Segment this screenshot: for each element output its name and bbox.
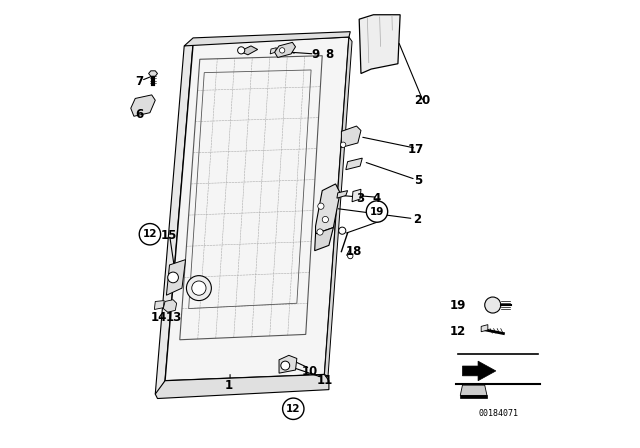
Polygon shape — [166, 260, 186, 295]
Polygon shape — [148, 71, 157, 76]
Text: 12: 12 — [286, 404, 301, 414]
Circle shape — [348, 254, 353, 259]
Circle shape — [283, 398, 304, 419]
Polygon shape — [316, 184, 340, 234]
Polygon shape — [131, 95, 156, 116]
Text: 10: 10 — [302, 365, 318, 378]
Text: 19: 19 — [450, 298, 466, 311]
Polygon shape — [481, 325, 488, 332]
Polygon shape — [154, 301, 164, 310]
Text: 20: 20 — [414, 94, 431, 107]
Polygon shape — [279, 355, 297, 373]
Text: 9: 9 — [312, 48, 319, 61]
Text: 6: 6 — [136, 108, 144, 121]
Circle shape — [317, 229, 323, 235]
Text: 19: 19 — [370, 207, 384, 216]
Circle shape — [140, 224, 161, 245]
Text: 11: 11 — [316, 374, 333, 387]
Polygon shape — [341, 126, 361, 147]
Circle shape — [484, 297, 500, 313]
Text: 2: 2 — [413, 213, 421, 226]
Polygon shape — [463, 361, 496, 381]
Text: 3: 3 — [356, 192, 364, 205]
Text: 00184071: 00184071 — [478, 409, 518, 418]
Polygon shape — [163, 300, 177, 312]
Text: 1: 1 — [225, 379, 233, 392]
Polygon shape — [359, 15, 400, 73]
Circle shape — [168, 272, 179, 283]
Circle shape — [280, 47, 285, 53]
Circle shape — [186, 276, 211, 301]
Polygon shape — [337, 190, 348, 198]
Circle shape — [366, 201, 388, 222]
Polygon shape — [460, 396, 487, 398]
Polygon shape — [156, 375, 329, 399]
Polygon shape — [275, 43, 296, 57]
Polygon shape — [270, 47, 276, 54]
Circle shape — [340, 142, 346, 147]
Circle shape — [322, 216, 328, 223]
Polygon shape — [315, 228, 333, 251]
Polygon shape — [460, 385, 487, 396]
Text: 13: 13 — [166, 311, 182, 324]
Text: 4: 4 — [373, 192, 381, 205]
Circle shape — [339, 227, 346, 234]
Text: 5: 5 — [414, 174, 422, 187]
Text: 15: 15 — [161, 228, 177, 241]
Circle shape — [281, 361, 290, 370]
Polygon shape — [324, 37, 352, 376]
Polygon shape — [352, 189, 361, 202]
Text: 12: 12 — [143, 229, 157, 239]
Circle shape — [237, 47, 244, 54]
Polygon shape — [240, 46, 258, 55]
Polygon shape — [346, 158, 362, 170]
Text: 7: 7 — [136, 75, 144, 88]
Text: 14: 14 — [150, 311, 167, 324]
Text: 8: 8 — [324, 48, 333, 61]
Polygon shape — [156, 44, 193, 394]
Polygon shape — [165, 37, 349, 381]
Text: 17: 17 — [408, 143, 424, 156]
Polygon shape — [184, 32, 350, 46]
Text: 18: 18 — [346, 245, 362, 258]
Circle shape — [318, 203, 324, 209]
Text: 12: 12 — [450, 325, 466, 338]
Circle shape — [192, 281, 206, 295]
